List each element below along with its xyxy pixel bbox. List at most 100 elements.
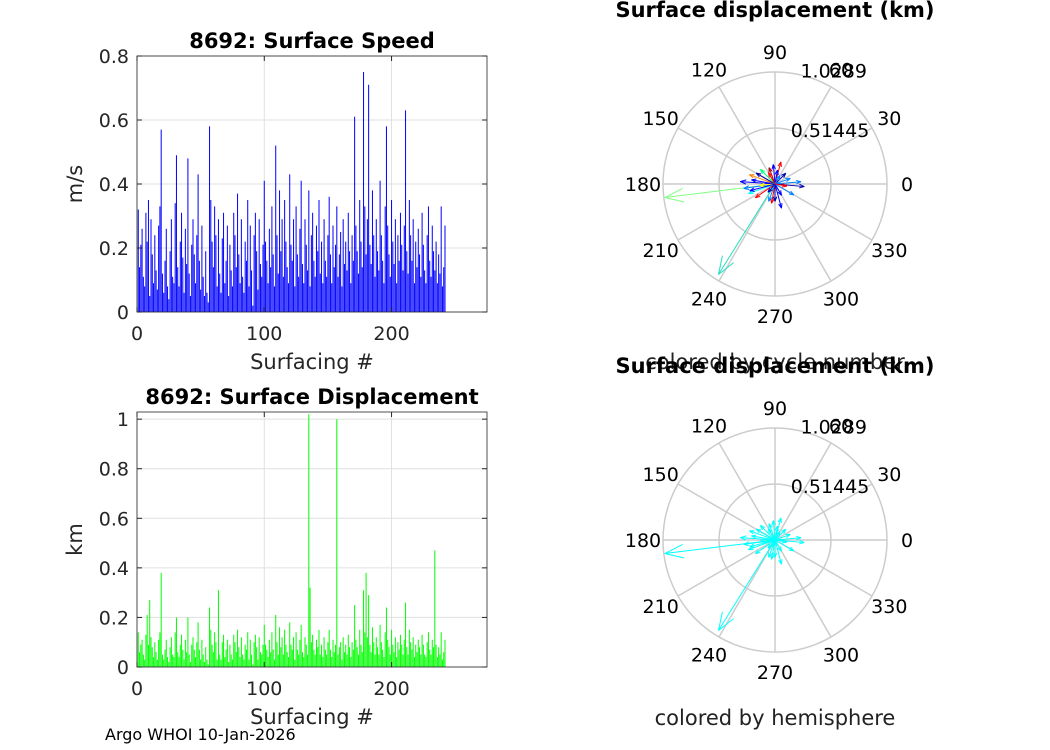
displacement-arrow bbox=[774, 539, 787, 543]
arrow-head bbox=[780, 190, 783, 196]
angle-label: 330 bbox=[871, 240, 907, 262]
arrow-head bbox=[796, 181, 802, 185]
displacement-arrow bbox=[718, 183, 776, 275]
displacement-arrow bbox=[774, 533, 791, 541]
angle-label: 60 bbox=[829, 416, 853, 438]
arrow-head bbox=[751, 535, 756, 539]
displacement-arrow bbox=[749, 174, 776, 185]
arrow-head bbox=[743, 185, 749, 189]
x-axis-label: Surfacing # bbox=[250, 350, 374, 374]
arrow-head bbox=[749, 543, 755, 548]
arrow-head bbox=[783, 529, 787, 534]
arrow-head bbox=[756, 528, 762, 531]
arrow-head bbox=[759, 540, 765, 544]
arrow-head bbox=[782, 183, 788, 187]
arrow-head bbox=[774, 169, 778, 175]
polar-spoke bbox=[718, 183, 776, 282]
arrow-head bbox=[767, 543, 771, 549]
arrow-head bbox=[790, 190, 795, 196]
displacement-arrow bbox=[767, 183, 776, 193]
arrow-head bbox=[717, 611, 723, 631]
arrow-head bbox=[718, 262, 734, 275]
tick-label-x: 200 bbox=[373, 323, 409, 345]
tick-label-x: 100 bbox=[246, 678, 282, 700]
angle-label: 330 bbox=[871, 596, 907, 618]
arrow-head bbox=[783, 173, 787, 178]
arrow-head bbox=[776, 525, 779, 532]
arrow-head bbox=[781, 172, 786, 176]
tick-label-x: 100 bbox=[246, 323, 282, 345]
displacement-arrow bbox=[768, 528, 776, 541]
polar-spoke bbox=[718, 442, 776, 541]
footer-credit: Argo WHOI 10-Jan-2026 bbox=[105, 725, 296, 744]
y-axis-label: m/s bbox=[63, 165, 87, 203]
arrow-head bbox=[768, 172, 773, 177]
arrow-head bbox=[775, 175, 781, 180]
arrow-head bbox=[771, 520, 774, 526]
tick-label-y: 0.6 bbox=[99, 110, 129, 132]
arrow-head bbox=[771, 554, 775, 560]
arrow-head bbox=[778, 203, 782, 209]
tick-label-y: 0.4 bbox=[99, 558, 129, 580]
displacement-arrow bbox=[767, 539, 776, 549]
compass-panel-3 bbox=[662, 427, 888, 653]
displacement-arrow bbox=[755, 183, 776, 199]
angle-label: 150 bbox=[643, 108, 679, 130]
arrow-head bbox=[767, 172, 770, 178]
arrow-head bbox=[749, 187, 755, 192]
arrow-head bbox=[777, 191, 782, 196]
arrow-head bbox=[751, 534, 757, 537]
tick-label-y: 0.2 bbox=[99, 607, 129, 629]
arrow-head bbox=[782, 539, 788, 543]
x-axis-label: Surfacing # bbox=[250, 705, 374, 729]
arrow-head bbox=[743, 541, 749, 545]
radial-tick-label: 0.51445 bbox=[791, 476, 870, 498]
displacement-arrow bbox=[771, 183, 776, 204]
chart-caption: colored by cycle number bbox=[645, 350, 905, 374]
chart-title: Surface displacement (km) bbox=[615, 0, 934, 22]
arrow-head bbox=[664, 553, 685, 559]
displacement-arrow bbox=[768, 539, 776, 558]
arrow-head bbox=[775, 531, 781, 536]
displacement-arrow bbox=[774, 183, 787, 187]
arrow-head bbox=[751, 178, 757, 181]
displacement-arrow bbox=[749, 530, 776, 541]
arrow-head bbox=[777, 547, 782, 552]
tick-label-y: 0 bbox=[117, 302, 129, 324]
arrow-head bbox=[755, 528, 760, 534]
arrow-head bbox=[664, 543, 683, 554]
angle-label: 180 bbox=[625, 174, 661, 196]
arrow-head bbox=[767, 189, 773, 193]
arrow-head bbox=[788, 549, 794, 552]
angle-label: 270 bbox=[757, 662, 793, 684]
chart-title: 8692: Surface Speed bbox=[189, 29, 435, 53]
displacement-arrow bbox=[760, 169, 776, 185]
angle-label: 60 bbox=[829, 60, 853, 82]
arrow-head bbox=[799, 183, 805, 188]
displacement-arrow bbox=[774, 539, 782, 565]
arrow-head bbox=[754, 193, 759, 199]
arrow-head bbox=[768, 167, 773, 172]
tick-label-y: 0.4 bbox=[99, 174, 129, 196]
arrow-head bbox=[740, 537, 747, 541]
arrow-head bbox=[749, 174, 754, 179]
tick-label-y: 0.2 bbox=[99, 238, 129, 260]
arrow-head bbox=[777, 161, 782, 167]
displacement-arrow bbox=[749, 183, 776, 192]
displacement-arrow bbox=[740, 537, 776, 541]
arrow-head bbox=[790, 546, 795, 552]
bar-panel-0 bbox=[136, 55, 488, 313]
polar-spoke bbox=[774, 183, 832, 282]
chart-caption: colored by hemisphere bbox=[655, 706, 896, 730]
tick-label-x: 200 bbox=[373, 678, 409, 700]
tick-label-y: 0.8 bbox=[99, 459, 129, 481]
arrow-head bbox=[774, 552, 778, 558]
polar-spoke bbox=[774, 86, 832, 185]
displacement-arrow bbox=[771, 539, 776, 560]
radial-tick-label: 1.0289 bbox=[800, 61, 866, 83]
arrow-head bbox=[781, 528, 786, 532]
arrow-head bbox=[759, 169, 763, 175]
angle-label: 180 bbox=[625, 530, 661, 552]
displacement-arrow bbox=[774, 183, 782, 209]
angle-label: 240 bbox=[691, 288, 727, 310]
